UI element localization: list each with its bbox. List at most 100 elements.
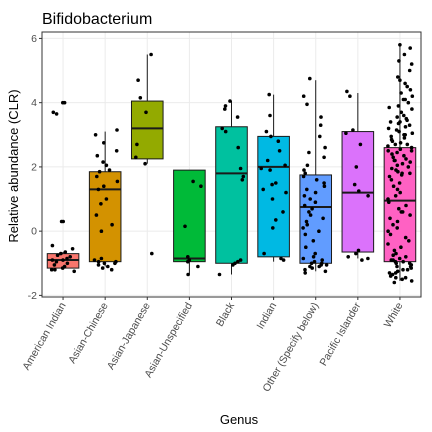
y-tick-label: 6 bbox=[31, 33, 37, 45]
data-point bbox=[405, 118, 409, 123]
data-point bbox=[305, 187, 309, 192]
data-point bbox=[399, 110, 404, 115]
data-point bbox=[102, 184, 106, 188]
data-point bbox=[308, 213, 313, 217]
box-body bbox=[383, 147, 417, 263]
data-point bbox=[267, 92, 272, 97]
data-point bbox=[395, 264, 399, 269]
data-point bbox=[144, 110, 148, 115]
data-point bbox=[388, 120, 393, 124]
data-point bbox=[388, 232, 393, 237]
data-point bbox=[284, 190, 288, 195]
data-point bbox=[357, 189, 361, 193]
data-point bbox=[310, 266, 315, 270]
data-point bbox=[100, 266, 105, 270]
data-point bbox=[308, 197, 313, 201]
data-point bbox=[313, 200, 318, 204]
box-white bbox=[383, 44, 417, 281]
data-point bbox=[283, 163, 287, 168]
data-point bbox=[149, 52, 153, 57]
data-point bbox=[199, 184, 203, 188]
data-point bbox=[59, 251, 63, 256]
data-point bbox=[223, 107, 227, 111]
data-point bbox=[319, 115, 323, 119]
x-tick-label: Asian-Unspecified bbox=[142, 300, 195, 379]
data-point bbox=[320, 258, 325, 262]
data-point bbox=[323, 269, 328, 274]
box-body bbox=[130, 100, 164, 160]
data-point bbox=[99, 202, 103, 206]
data-point bbox=[277, 149, 282, 153]
data-point bbox=[393, 142, 398, 147]
data-point bbox=[351, 128, 355, 132]
data-point bbox=[270, 182, 274, 187]
data-point bbox=[403, 125, 408, 129]
data-point bbox=[93, 133, 98, 137]
data-point bbox=[391, 222, 395, 227]
data-point bbox=[348, 94, 352, 98]
data-point bbox=[95, 153, 100, 158]
data-point bbox=[402, 153, 406, 158]
y-axis-title: Relative abundance (CLR) bbox=[6, 89, 21, 242]
data-point bbox=[405, 142, 410, 147]
data-point bbox=[99, 256, 104, 261]
data-point bbox=[406, 100, 411, 105]
data-point bbox=[68, 254, 72, 259]
data-point bbox=[358, 142, 363, 147]
data-point bbox=[387, 200, 391, 204]
data-point bbox=[400, 171, 404, 176]
data-point bbox=[231, 263, 235, 267]
x-tick-label: White bbox=[382, 300, 406, 329]
data-point bbox=[311, 239, 316, 243]
data-point bbox=[388, 216, 392, 221]
data-point bbox=[405, 267, 410, 272]
data-point bbox=[301, 226, 305, 230]
data-point bbox=[274, 218, 278, 222]
data-point bbox=[303, 267, 307, 272]
data-point bbox=[196, 264, 200, 269]
data-point bbox=[94, 213, 99, 217]
data-point bbox=[60, 266, 65, 270]
data-point bbox=[99, 229, 104, 233]
data-point bbox=[403, 97, 408, 102]
data-point bbox=[308, 76, 312, 81]
data-point bbox=[240, 178, 245, 182]
data-point bbox=[51, 110, 56, 115]
data-point bbox=[72, 269, 76, 274]
data-point bbox=[268, 168, 272, 172]
data-point bbox=[389, 134, 394, 139]
x-axis-title: Genus bbox=[220, 412, 259, 427]
data-point bbox=[398, 147, 403, 151]
x-tick-label: Asian-Japanese bbox=[105, 300, 153, 371]
data-point bbox=[388, 274, 393, 278]
data-point bbox=[322, 155, 326, 160]
data-point bbox=[309, 261, 314, 266]
data-point bbox=[317, 264, 322, 269]
data-point bbox=[307, 150, 311, 155]
data-point bbox=[143, 161, 147, 166]
data-point bbox=[346, 254, 351, 259]
data-point bbox=[303, 171, 308, 176]
y-tick-label: -2 bbox=[28, 290, 37, 302]
data-point bbox=[397, 206, 401, 211]
data-point bbox=[134, 155, 138, 160]
data-point bbox=[65, 261, 70, 266]
data-point bbox=[186, 272, 190, 277]
data-point bbox=[304, 245, 308, 249]
data-point bbox=[354, 251, 358, 256]
data-point bbox=[403, 275, 408, 280]
data-point bbox=[136, 78, 140, 82]
data-point bbox=[52, 263, 57, 267]
data-point bbox=[53, 267, 57, 272]
data-point bbox=[95, 174, 99, 179]
data-point bbox=[400, 210, 405, 214]
data-point bbox=[386, 197, 390, 201]
data-point bbox=[268, 113, 272, 118]
data-point bbox=[301, 256, 306, 261]
data-point bbox=[345, 89, 349, 94]
data-point bbox=[392, 248, 397, 253]
data-point bbox=[106, 264, 110, 269]
data-point bbox=[115, 128, 119, 132]
box-body bbox=[215, 126, 248, 264]
data-point bbox=[318, 123, 323, 127]
